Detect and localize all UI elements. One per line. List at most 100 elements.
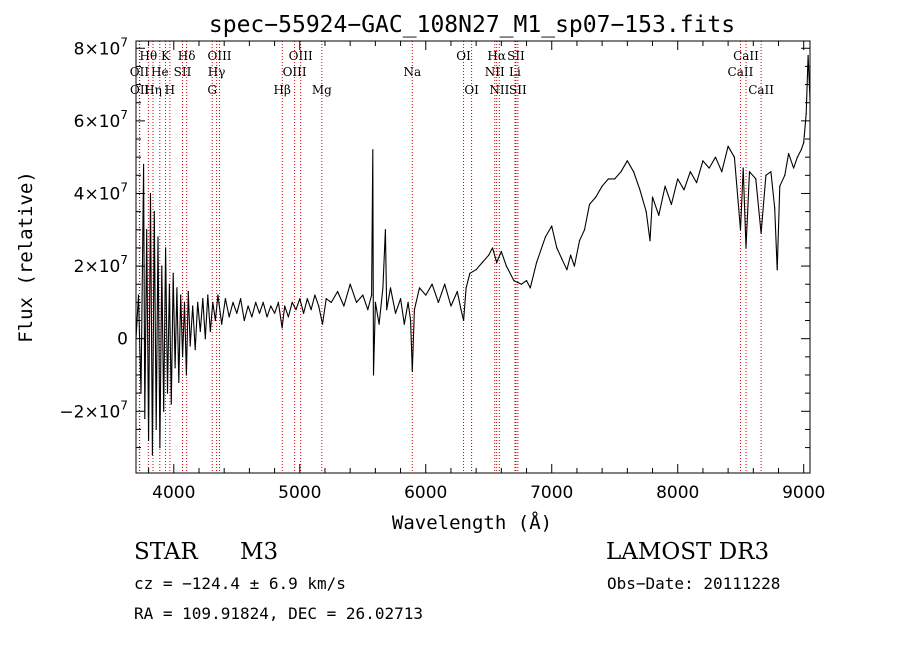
flux-point-142 (696, 181, 698, 184)
flux-point-130 (626, 160, 628, 162)
flux-point-16 (166, 392, 169, 394)
line-label-21: NII (489, 83, 509, 97)
flux-point-100 (462, 319, 465, 322)
flux-point-82 (384, 229, 387, 231)
flux-point-167 (807, 54, 809, 57)
flux-point-164 (800, 149, 802, 151)
flux-point-149 (739, 229, 742, 231)
x-axis-label: Wavelength (Å) (392, 511, 552, 534)
flux-point-47 (247, 305, 249, 307)
flux-point-110 (513, 279, 515, 282)
y-tick-base-4: 6×10 (74, 112, 121, 132)
flux-point-140 (683, 189, 685, 191)
flux-point-5 (146, 229, 148, 231)
flux-point-45 (239, 298, 242, 300)
flux-point-68 (325, 298, 327, 300)
flux-point-41 (224, 298, 227, 300)
flux-point-96 (444, 283, 446, 285)
flux-point-65 (314, 294, 316, 296)
flux-point-11 (157, 236, 159, 238)
flux-point-76 (370, 294, 373, 296)
y-tick-exponent-3: 7 (120, 180, 128, 194)
flux-point-4 (144, 417, 146, 420)
flux-point-48 (251, 316, 253, 318)
flux-point-79 (374, 301, 376, 303)
flux-point-88 (407, 301, 409, 303)
flux-point-95 (437, 301, 439, 303)
flux-point-151 (745, 247, 747, 249)
flux-point-137 (664, 185, 666, 187)
flux-point-135 (651, 196, 654, 198)
flux-point-90 (411, 370, 413, 372)
flux-point-136 (658, 214, 660, 216)
flux-point-44 (236, 312, 238, 314)
flux-point-27 (187, 290, 189, 293)
line-label-24: SII (509, 83, 527, 97)
flux-point-72 (349, 283, 351, 285)
line-label-0: Hθ (139, 49, 157, 63)
flux-point-24 (182, 356, 184, 358)
flux-point-49 (255, 301, 257, 303)
flux-point-124 (588, 203, 591, 205)
flux-point-26 (185, 374, 187, 376)
y-tick-base-5: 8×10 (74, 39, 121, 59)
flux-point-102 (469, 272, 471, 274)
flux-point-119 (566, 269, 568, 271)
flux-point-161 (787, 152, 790, 155)
observation-date: Obs−Date: 20111228 (607, 574, 781, 593)
flux-point-61 (299, 298, 301, 300)
flux-point-133 (645, 211, 647, 213)
flux-point-93 (425, 294, 427, 296)
line-label-27: CaII (748, 83, 774, 97)
flux-point-60 (295, 309, 297, 311)
y-tick-label-1: 0 (117, 330, 128, 350)
flux-point-139 (677, 178, 679, 180)
flux-point-132 (639, 189, 641, 191)
flux-point-62 (302, 312, 305, 314)
flux-point-6 (147, 439, 150, 441)
line-label-11: G (207, 83, 217, 97)
flux-point-107 (496, 261, 498, 264)
flux-point-155 (765, 174, 767, 176)
flux-point-32 (199, 330, 201, 333)
flux-point-21 (176, 287, 178, 289)
flux-point-127 (607, 178, 610, 180)
flux-point-122 (578, 240, 581, 242)
flux-point-83 (386, 309, 388, 311)
flux-point-141 (689, 171, 691, 173)
x-tick-label-0: 4000 (152, 483, 195, 503)
flux-point-17 (168, 283, 170, 285)
line-label-20: NII (485, 65, 505, 79)
line-label-15: Mg (312, 83, 332, 97)
flux-point-105 (488, 254, 490, 256)
flux-point-156 (770, 171, 772, 173)
flux-point-148 (733, 156, 736, 158)
line-label-25: CaII (733, 49, 759, 63)
flux-point-75 (367, 309, 369, 311)
flux-point-128 (614, 178, 616, 180)
flux-point-143 (702, 160, 704, 162)
line-label-5: K (161, 49, 171, 63)
flux-point-162 (793, 167, 795, 169)
flux-point-55 (277, 301, 279, 303)
flux-point-69 (330, 301, 332, 303)
flux-point-9 (153, 211, 155, 213)
y-tick-base-1: 0 (117, 330, 128, 350)
y-tick-label-4: 6×107 (74, 108, 128, 132)
flux-point-71 (343, 305, 345, 307)
flux-point-59 (291, 301, 293, 303)
flux-point-104 (481, 261, 484, 264)
line-label-9: OIII (207, 49, 231, 63)
flux-point-126 (601, 185, 603, 187)
flux-point-116 (551, 225, 553, 227)
flux-point-118 (561, 258, 563, 260)
flux-point-31 (197, 301, 199, 303)
y-tick-label-2: 2×107 (74, 253, 128, 277)
flux-point-23 (180, 294, 182, 296)
flux-point-38 (214, 319, 216, 322)
line-label-23: Li (509, 65, 521, 79)
line-label-14: Hβ (274, 83, 291, 97)
flux-point-35 (207, 294, 209, 296)
flux-point-20 (174, 367, 176, 369)
flux-point-97 (450, 305, 452, 307)
